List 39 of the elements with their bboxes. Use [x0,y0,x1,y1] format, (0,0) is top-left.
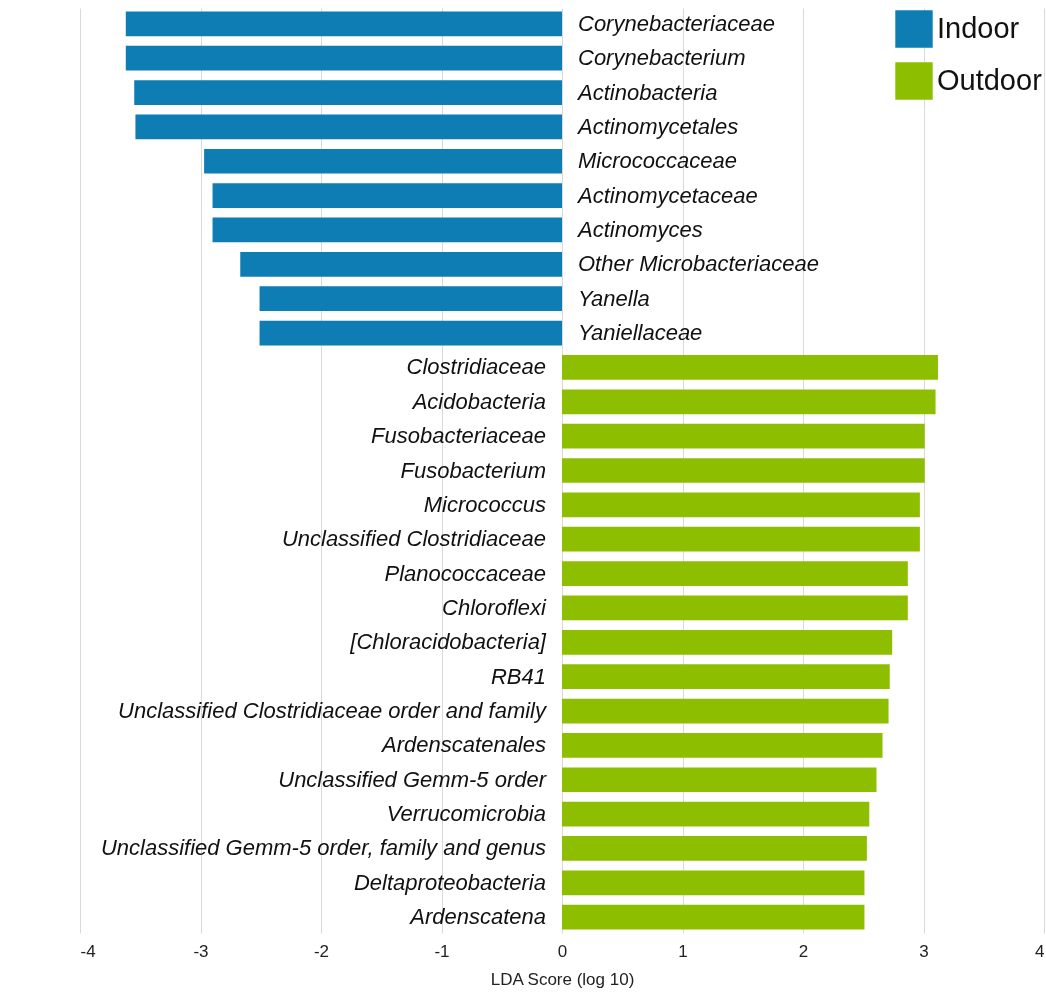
y-tick-label: Corynebacteriaceae [578,10,775,36]
x-tick-label: 2 [798,941,809,961]
y-tick-label: [Chloracidobacteria] [349,629,547,655]
y-tick-label: Unclassified Clostridiaceae order and family [118,698,548,724]
y-tick-label: Micrococcus [423,491,546,517]
x-tick-label: 0 [557,941,568,961]
y-tick-label: Ardenscatena [408,904,546,930]
x-tick-label: -2 [313,941,330,961]
x-tick-label: -1 [434,941,450,961]
y-tick-label: Unclassified Clostridiaceae [281,526,546,552]
y-tick-label: Actinomyces [576,216,703,242]
y-tick-label: Micrococcaceae [578,148,737,174]
y-tick-label: Ardenscatenales [380,732,546,758]
y-tick-label: Unclassified Gemm-5 order [278,766,548,792]
y-tick-label: Actinomycetales [576,113,739,139]
x-tick-label: 4 [1035,941,1045,961]
y-tick-label: Fusobacteriaceae [371,423,546,449]
y-tick-label: Corynebacterium [578,45,746,71]
y-tick-label: Unclassified Gemm-5 order, family and genus [100,835,546,861]
legend-label: Outdoor [937,64,1043,96]
y-tick-label: Other Microbacteriaceae [578,251,819,277]
y-tick-label: Acidobacteria [410,388,546,414]
y-tick-label: Actinobacteria [576,79,718,105]
legend-label: Indoor [937,12,1020,44]
y-tick-label: Deltaproteobacteria [353,869,546,895]
y-tick-label: Yanella [578,285,650,311]
y-tick-label: Verrucomicrobia [386,801,546,827]
x-tick-label: 1 [678,941,688,961]
y-tick-label: Actinomycetaceae [576,182,758,208]
x-axis-title: LDA Score (log 10) [490,969,635,989]
y-tick-label: RB41 [490,663,546,689]
y-tick-label: Fusobacterium [400,457,546,483]
y-tick-label: Clostridiaceae [406,354,546,380]
y-tick-label: Chloroflexi [442,594,548,620]
y-tick-label: Yaniellaceae [578,320,703,346]
y-tick-label: Planococcaceae [384,560,546,586]
x-tick-label: -4 [80,941,96,961]
x-tick-label: 3 [919,941,929,961]
x-tick-label: -3 [193,941,209,961]
